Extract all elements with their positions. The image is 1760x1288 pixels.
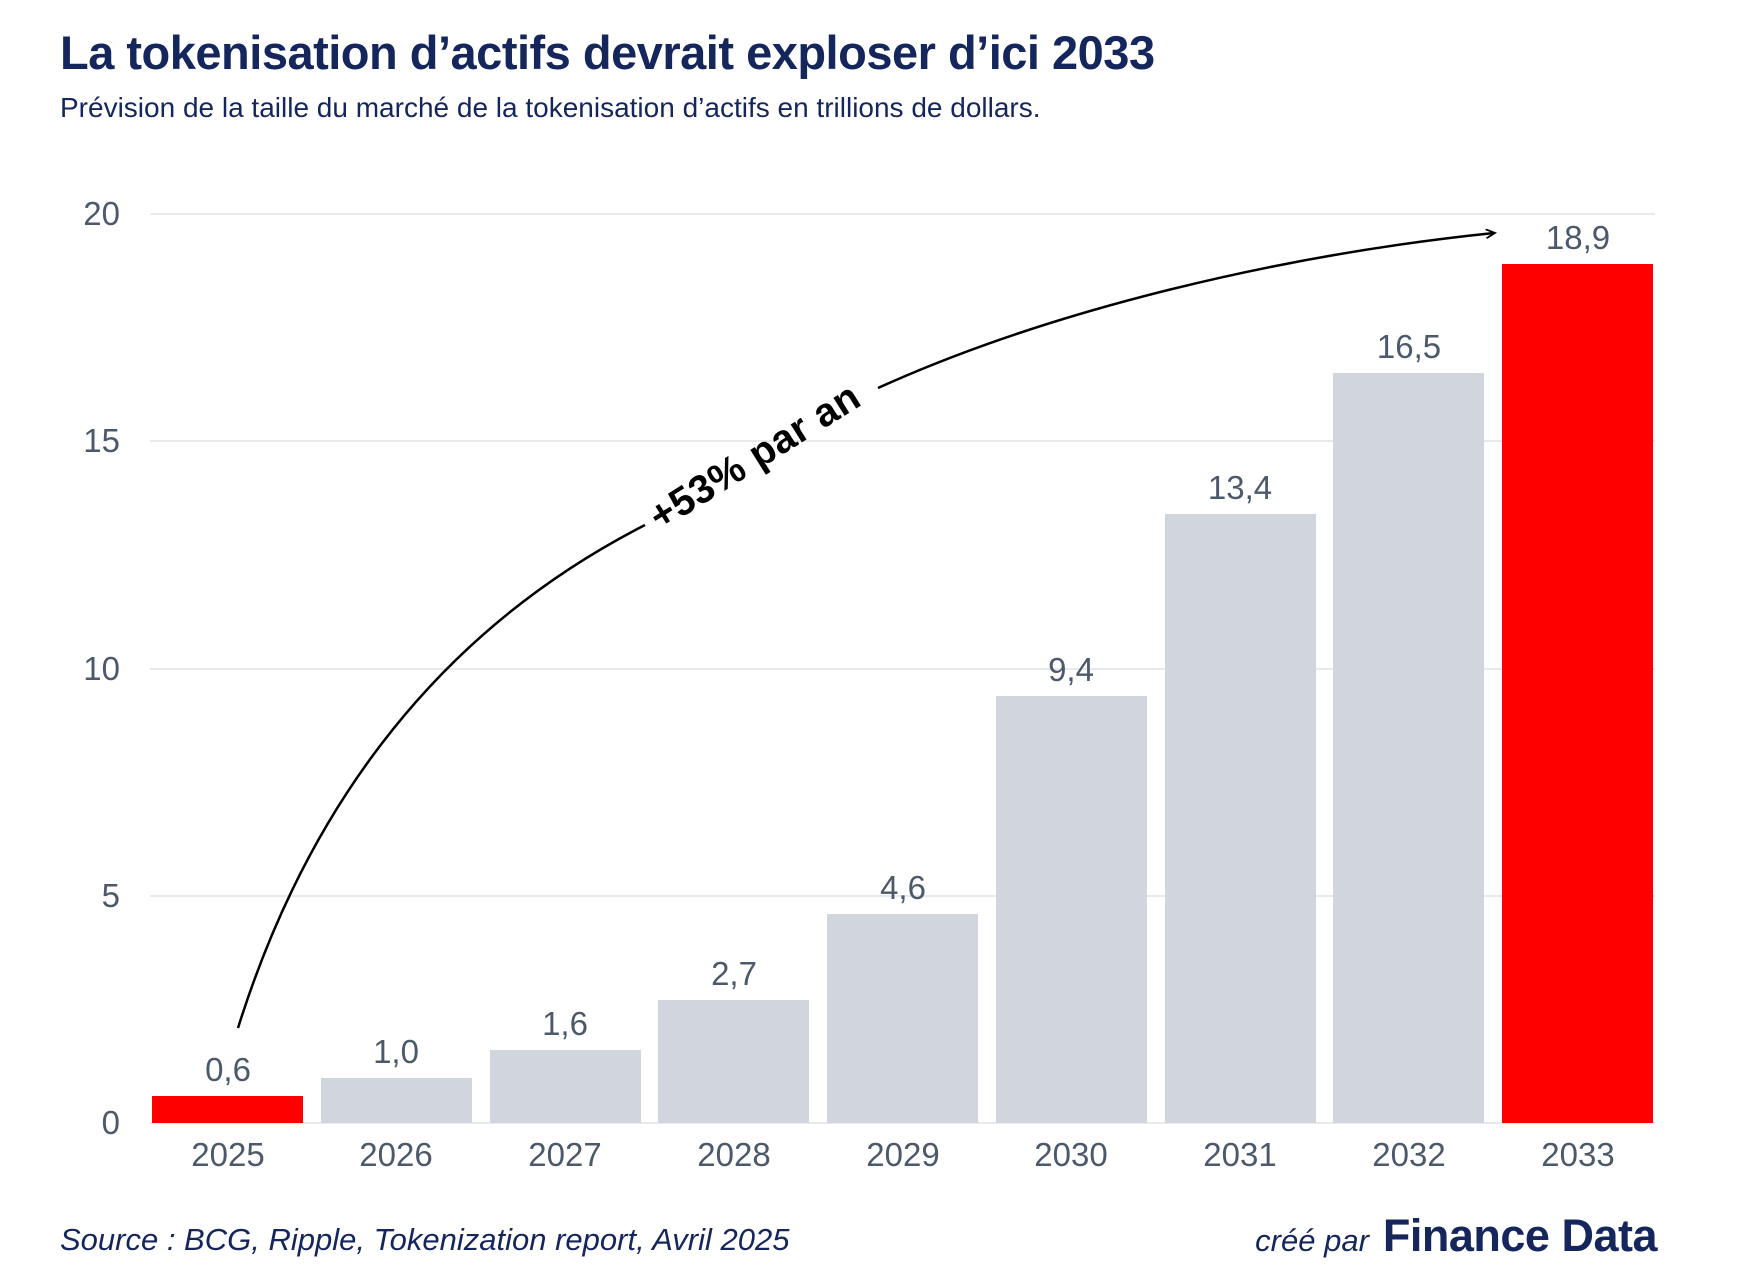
y-axis-label-5: 5 xyxy=(101,876,120,914)
credit: créé par Finance Data xyxy=(1255,1210,1657,1262)
bar-value-label-2030: 9,4 xyxy=(1048,651,1094,688)
gridline-20 xyxy=(150,213,1655,215)
x-axis-label-2032: 2032 xyxy=(1372,1136,1446,1173)
bar-value-label-2032: 16,5 xyxy=(1376,328,1442,365)
x-axis-label-2027: 2027 xyxy=(528,1136,602,1173)
y-axis-label-15: 15 xyxy=(83,422,120,460)
bar-2028 xyxy=(658,1000,809,1123)
x-axis-label-2025: 2025 xyxy=(191,1136,265,1173)
plot-area: 0 5 10 15 20 0,6 2025 1,0 2026 1,6 2027 2,7 2028 4,6 2… xyxy=(83,195,1655,1173)
bar-2026 xyxy=(321,1078,472,1123)
bar-2033 xyxy=(1502,264,1653,1123)
credit-brand: Finance Data xyxy=(1382,1210,1658,1261)
bar-2027 xyxy=(490,1050,641,1123)
bar-2031 xyxy=(1165,514,1316,1123)
bar-value-label-2031: 13,4 xyxy=(1207,469,1273,506)
bar-value-label-2028: 2,7 xyxy=(711,955,757,992)
y-axis-label-0: 0 xyxy=(101,1104,120,1141)
x-axis-label-2031: 2031 xyxy=(1203,1136,1277,1173)
chart-subtitle: Prévision de la taille du marché de la t… xyxy=(60,92,1041,124)
gridline-10 xyxy=(150,667,1655,670)
bar-value-label-2033: 18,9 xyxy=(1545,219,1611,256)
header: La tokenisation d’actifs devrait explose… xyxy=(60,26,1720,124)
bar-value-label-2026: 1,0 xyxy=(373,1033,419,1070)
x-axis-label-2029: 2029 xyxy=(866,1136,940,1173)
bar-2029 xyxy=(827,914,978,1123)
bar-value-label-2029: 4,6 xyxy=(880,869,926,906)
gridline-0 xyxy=(150,1122,1655,1124)
x-axis-label-2033: 2033 xyxy=(1541,1136,1615,1173)
credit-prefix: créé par xyxy=(1255,1223,1369,1258)
bar-2025 xyxy=(152,1096,303,1123)
x-axis-label-2026: 2026 xyxy=(359,1136,433,1173)
bar-2030 xyxy=(996,696,1147,1123)
bar-value-label-2027: 1,6 xyxy=(542,1005,588,1042)
source-note: Source : BCG, Ripple, Tokenization repor… xyxy=(60,1222,790,1257)
gridline-5 xyxy=(150,894,1655,897)
y-axis-label-10: 10 xyxy=(83,649,120,687)
bar-value-label-2025: 0,6 xyxy=(205,1051,251,1088)
gridline-15 xyxy=(150,440,1655,443)
y-axis-label-20: 20 xyxy=(83,195,120,232)
x-axis-label-2030: 2030 xyxy=(1034,1136,1108,1173)
x-axis-label-2028: 2028 xyxy=(697,1136,771,1173)
bar-2032 xyxy=(1333,373,1484,1123)
chart-title: La tokenisation d’actifs devrait explose… xyxy=(60,26,1155,79)
